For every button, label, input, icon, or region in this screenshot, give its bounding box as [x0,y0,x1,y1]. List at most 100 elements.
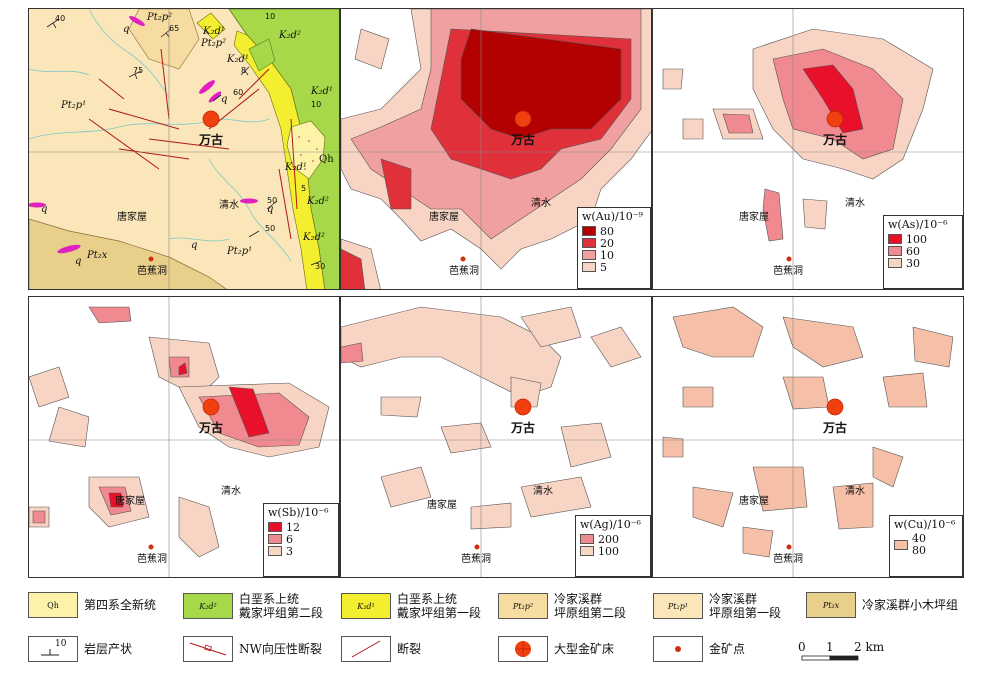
swatch-k2d2: K₂d² [183,593,233,619]
legend-dip: 10 岩层产状 [28,636,132,662]
sb-level-12: 12 [286,520,300,534]
place-tangjiawu: 唐家屋 [739,212,769,223]
as-swatch-100 [888,234,902,244]
au-swatch-20 [582,238,596,248]
k2d2-a: K₂d² [279,30,301,41]
large-gold-deposit-icon [515,641,531,657]
as-level-30: 30 [906,256,920,270]
legend-k2d1: K₂d¹ 白垩系上统 戴家坪组第一段 [341,592,481,620]
legend-gold-point: 金矿点 [653,636,745,662]
place-tangjiawu: 唐家屋 [427,500,457,511]
as-level-100: 100 [906,232,927,246]
place-qingshui: 清水 [845,486,865,497]
scale-tick-0: 0 [798,640,806,654]
q-label-4: q [267,204,274,215]
legend-fault-text: 断裂 [397,642,422,656]
gold-point [786,256,792,262]
ag-anomaly-panel: 万古 清水 唐家屋 芭蕉洞 w(Ag)/10⁻⁶ 200 100 [340,296,652,578]
gold-point [786,544,792,550]
place-bajiaodong: 芭蕉洞 [461,554,491,565]
place-bajiaodong: 芭蕉洞 [773,554,803,565]
au-swatch-80 [582,226,596,236]
dip-10a: 10 [265,12,276,21]
legend-large-mine: 大型金矿床 [498,636,614,662]
ag-legend-title: w(Ag)/10⁻⁶ [580,518,641,531]
scale-tick-1: 1 [826,640,834,654]
fault-icon [351,640,381,658]
dip-60: 60 [233,88,244,97]
k2d2-c: K₂d² [303,232,325,243]
place-bajiaodong: 芭蕉洞 [773,266,803,277]
swatch-nw-fault [183,636,233,662]
q-label-2: q [221,94,228,105]
place-qingshui: 清水 [845,198,865,209]
swatch-pt2p1: Pt₂p¹ [653,593,703,619]
k2d1-c: K₂d¹ [311,86,333,97]
place-qingshui: 清水 [221,486,241,497]
ag-swatch-100 [580,546,594,556]
geology-map-panel: Pt₂p² Pt₂p² K₂d¹ K₂d² K₂d¹ K₂d¹ Pt₂p¹ K₂… [28,8,340,290]
k2d1-b: K₂d¹ [227,54,249,65]
gold-point [474,544,480,550]
sb-level-6: 6 [286,532,293,546]
place-qingshui: 清水 [533,486,553,497]
mine-symbol [826,110,844,128]
mine-label: 万古 [823,133,848,147]
swatch-k2d1: K₂d¹ [341,593,391,619]
dip-8: 8 [241,66,247,75]
cu-legend-title: w(Cu)/10⁻⁶ [894,518,956,531]
dip-65: 65 [169,24,180,33]
place-bajiaodong: 芭蕉洞 [137,554,167,565]
gold-point [460,256,466,262]
q-label-6: q [75,256,82,267]
qh-label: Qh [319,154,334,165]
au-swatch-5 [582,262,596,272]
q-label-3: q [41,204,48,215]
mine-label: 万古 [199,421,224,435]
place-tangjiawu: 唐家屋 [429,212,459,223]
dip-symbols [46,18,322,266]
au-level-20: 20 [600,236,614,250]
sb-level-3: 3 [286,544,293,558]
mine-symbol [202,398,220,416]
place-tangjiawu: 唐家屋 [115,496,145,507]
swatch-large-mine [498,636,548,662]
dip-5: 5 [301,184,307,193]
legend-nw-fault: NW向压性断裂 [183,636,322,662]
as-level-60: 60 [906,244,920,258]
dip-40: 40 [55,14,66,23]
dip-75: 75 [133,66,144,75]
mine-symbol [514,398,532,416]
legend-k2d1-text: 白垩系上统 戴家坪组第一段 [397,592,482,620]
mine-label: 万古 [511,421,536,435]
dip-symbol-icon [41,649,59,656]
legend-gold-point-text: 金矿点 [709,642,746,656]
ag-level-200: 200 [598,532,619,546]
legend-dip-text: 岩层产状 [84,642,133,656]
legend-qh: Qh 第四系全新统 [28,592,156,618]
ag-legend: w(Ag)/10⁻⁶ 200 100 [575,515,651,577]
gold-point [148,544,154,550]
swatch-gold-point [653,636,703,662]
sb-anomaly-svg [29,297,339,577]
au-swatch-10 [582,250,596,260]
fault-lines [88,48,298,240]
dip-example-value: 10 [55,639,67,649]
legend-pt2p2: Pt₂p² 冷家溪群 坪原组第二段 [498,592,626,620]
legend-pt2p1-text: 冷家溪群 坪原组第一段 [709,592,782,620]
legend-qh-text: 第四系全新统 [84,598,157,612]
pt2p2-upper: Pt₂p² [201,38,227,49]
geology-map-svg [29,9,339,289]
qh-dots [298,136,318,170]
k2d1-d: K₂d¹ [285,162,307,173]
swatch-fault [341,636,391,662]
legend-pt2p1: Pt₂p¹ 冷家溪群 坪原组第一段 [653,592,781,620]
ag-swatch-200 [580,534,594,544]
pt2x-label: Pt₂x [87,250,108,261]
pt2p1-right: Pt₂p¹ [227,246,253,257]
as-legend-title: w(As)/10⁻⁶ [888,218,948,231]
au-level-10: 10 [600,248,614,262]
as-legend: w(As)/10⁻⁶ 100 60 30 [883,215,963,289]
swatch-qh: Qh [28,592,78,618]
dip-30: 30 [315,262,326,271]
